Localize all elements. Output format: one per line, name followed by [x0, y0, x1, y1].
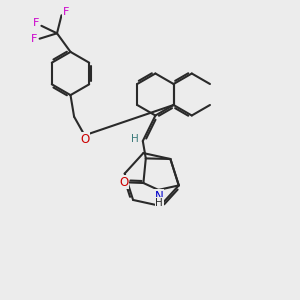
Text: F: F: [63, 7, 69, 17]
Text: N: N: [155, 190, 164, 203]
Text: H: H: [131, 134, 139, 144]
Text: F: F: [31, 34, 38, 44]
Text: O: O: [81, 133, 90, 146]
Text: F: F: [33, 18, 40, 28]
Text: H: H: [155, 198, 163, 208]
Text: O: O: [119, 176, 128, 189]
